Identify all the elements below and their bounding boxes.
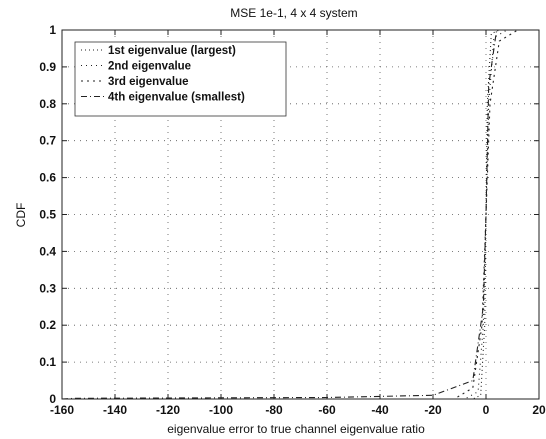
x-tick-label: 20 [532,403,546,417]
y-axis-label: CDF [14,203,28,228]
y-tick-label: 0.7 [39,134,56,148]
y-tick-label: 0.5 [39,208,56,222]
y-tick-label: 0.3 [39,281,56,295]
y-tick-label: 0.9 [39,60,56,74]
legend-entry-1: 1st eigenvalue (largest) [108,45,236,57]
y-tick-label: 1 [49,23,56,37]
y-axis-ticks: 0 0.1 0.2 0.3 0.4 0.5 0.6 0.7 0.8 0.9 1 [39,23,539,406]
legend-entry-3: 3rd eigenvalue [108,76,189,88]
x-tick-label: -120 [156,403,180,417]
legend: 1st eigenvalue (largest) 2nd eigenvalue 3r… [74,41,287,117]
series-line-3 [62,29,539,400]
legend-entry-2: 2nd eigenvalue [108,61,191,73]
x-tick-label: 0 [483,403,490,417]
x-tick-label: -80 [265,403,283,417]
x-axis-label: eigenvalue error to true channel eigenva… [167,422,425,436]
x-tick-label: -60 [318,403,336,417]
x-tick-label: -140 [103,403,127,417]
x-tick-label: -160 [50,403,74,417]
y-tick-label: 0.8 [39,97,56,111]
x-tick-label: -20 [424,403,442,417]
x-tick-label: -40 [371,403,389,417]
x-tick-label: -100 [209,403,233,417]
series-line-4 [61,29,539,400]
y-tick-label: 0.2 [39,318,56,332]
y-tick-label: 0.4 [39,244,56,258]
y-tick-label: 0 [49,392,56,406]
series-lines [61,29,539,400]
y-tick-label: 0.6 [39,171,56,185]
chart-title: MSE 1e-1, 4 x 4 system [230,6,357,20]
legend-box [74,41,287,117]
legend-entry-4: 4th eigenvalue (smallest) [108,92,245,104]
y-tick-label: 0.1 [39,355,56,369]
